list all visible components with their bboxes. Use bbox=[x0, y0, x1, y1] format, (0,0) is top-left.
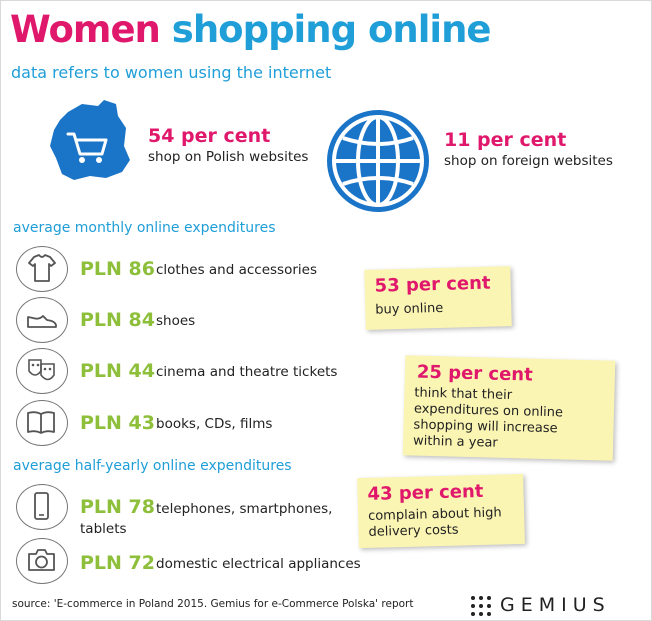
note-expenditures-increase: 25 per cent think that their expenditure… bbox=[402, 355, 616, 461]
desc-telephones-line1: telephones, smartphones, bbox=[156, 501, 333, 517]
desc-shoes: shoes bbox=[156, 313, 196, 329]
amount-books: PLN 43 bbox=[80, 412, 155, 434]
gemius-logo-text: GEMIUS bbox=[500, 594, 611, 616]
note-increase-line4: within a year bbox=[412, 433, 498, 451]
stat-foreign-label: shop on foreign websites bbox=[444, 153, 613, 169]
amount-shoes: PLN 84 bbox=[80, 309, 155, 331]
note-buy-online: 53 per cent buy online bbox=[364, 266, 512, 330]
title-part-women: Women bbox=[10, 8, 161, 51]
page-title: Women shopping online bbox=[10, 6, 492, 54]
desc-books: books, CDs, films bbox=[156, 416, 273, 432]
smartphone-icon bbox=[16, 484, 68, 530]
stat-polish-label: shop on Polish websites bbox=[148, 149, 309, 165]
subtitle: data refers to women using the internet bbox=[11, 63, 332, 82]
book-icon bbox=[16, 400, 68, 446]
note-delivery-percent: 43 per cent bbox=[367, 480, 484, 505]
stat-polish-websites: 54 per cent shop on Polish websites bbox=[148, 124, 308, 166]
note-increase-percent: 25 per cent bbox=[416, 361, 534, 386]
theatre-masks-icon bbox=[16, 348, 68, 394]
halfyearly-heading: average half-yearly online expenditures bbox=[13, 458, 292, 474]
stat-polish-percent: 54 per cent bbox=[148, 125, 271, 147]
note-delivery-costs: 43 per cent complain about high delivery… bbox=[357, 473, 525, 549]
amount-tickets: PLN 44 bbox=[80, 360, 155, 382]
poland-map-cart-icon bbox=[46, 98, 132, 182]
camera-icon bbox=[16, 538, 68, 584]
amount-clothes: PLN 86 bbox=[80, 258, 155, 280]
tshirt-icon bbox=[16, 246, 68, 292]
amount-telephones: PLN 78 bbox=[80, 496, 155, 518]
note-buy-online-text: buy online bbox=[375, 300, 444, 318]
note-buy-online-percent: 53 per cent bbox=[374, 272, 491, 297]
monthly-heading: average monthly online expenditures bbox=[13, 220, 276, 236]
desc-clothes: clothes and accessories bbox=[156, 262, 317, 278]
shoe-icon bbox=[16, 297, 68, 343]
source-note: source: 'E-commerce in Poland 2015. Gemi… bbox=[12, 598, 414, 610]
title-part-shopping: shopping online bbox=[171, 8, 492, 51]
note-delivery-line2: delivery costs bbox=[368, 522, 459, 540]
gemius-dots-icon bbox=[471, 596, 491, 616]
stat-foreign-percent: 11 per cent bbox=[444, 129, 567, 151]
desc-telephones-line2: tablets bbox=[80, 521, 127, 537]
gemius-logo: GEMIUS bbox=[470, 593, 642, 619]
globe-icon bbox=[325, 108, 431, 214]
stat-foreign-websites: 11 per cent shop on foreign websites bbox=[444, 128, 613, 170]
amount-appliances: PLN 72 bbox=[80, 552, 155, 574]
desc-tickets: cinema and theatre tickets bbox=[156, 364, 338, 380]
note-delivery-line1: complain about high bbox=[367, 505, 502, 524]
desc-appliances: domestic electrical appliances bbox=[156, 556, 361, 572]
